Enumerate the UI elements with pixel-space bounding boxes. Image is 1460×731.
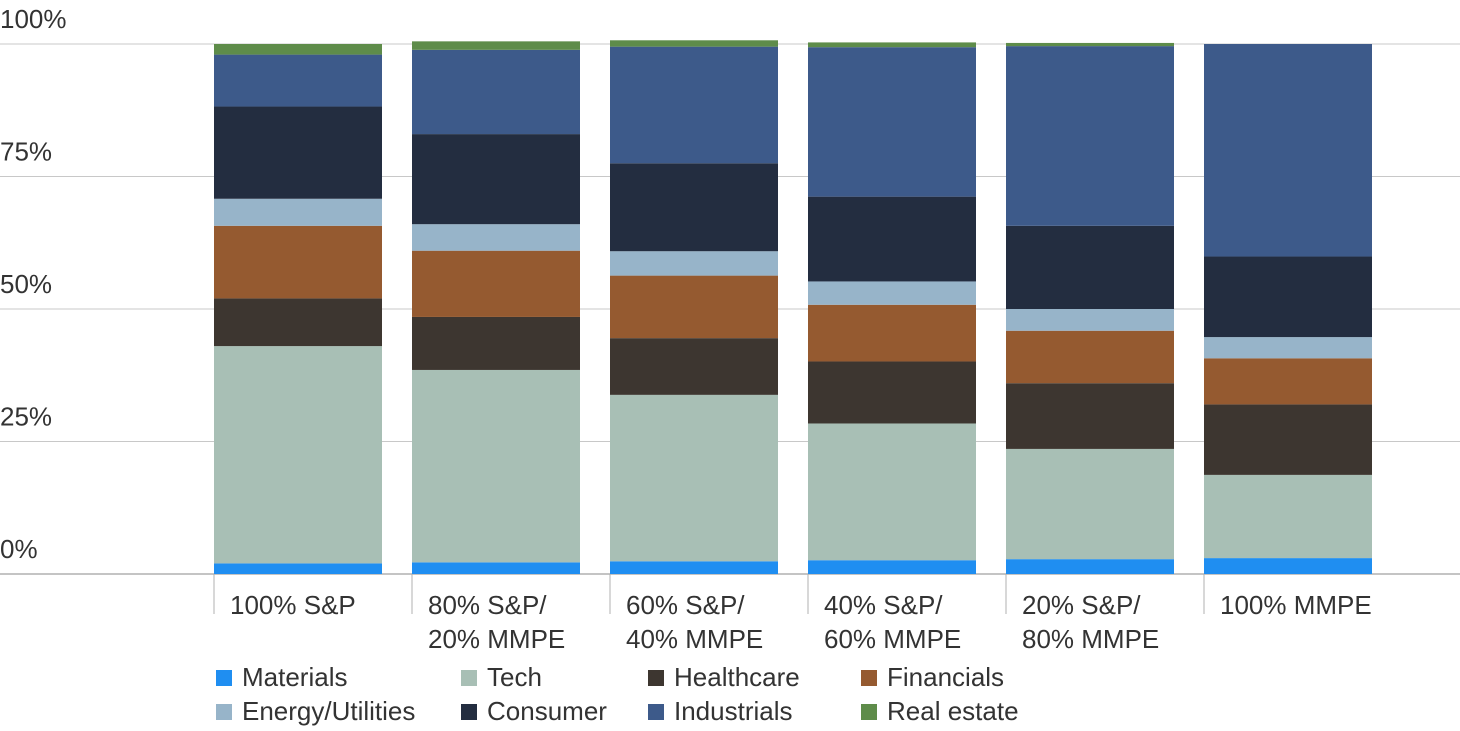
legend-swatch [648,703,664,720]
bar-segment-materials [808,560,976,574]
x-tick-label: 80% S&P/ [428,590,547,620]
legend-swatch [461,669,477,686]
legend-label: Energy/Utilities [242,696,416,726]
bar-segment-industrials [412,49,580,135]
bar-segment-healthcare [214,298,382,347]
bar-segment-energy-utilities [1006,309,1174,331]
bar-segment-financials [214,225,382,299]
y-tick-label: 0% [0,534,38,564]
legend-swatch [461,703,477,720]
x-tick-label: 20% MMPE [428,624,565,654]
y-tick-label: 75% [0,137,52,167]
legend-label: Real estate [887,696,1019,726]
bar-segment-energy-utilities [412,224,580,251]
y-tick-label: 50% [0,269,52,299]
legend-item: Financials [861,662,1004,693]
x-axis-ticks: 100% S&P 80% S&P/20% MMPE 60% S&P/40% MMPE… [213,574,1372,654]
bar-segment-real-estate [1006,42,1174,47]
bar-segment-industrials [1204,44,1372,257]
bar-segment-materials [1006,559,1174,574]
x-tick-label: 80% MMPE [1022,624,1159,654]
bar-segment-healthcare [610,338,778,395]
legend-item: Energy/Utilities [216,696,415,727]
bar-segment-industrials [610,46,778,164]
bar-segment-consumer [412,134,580,225]
bar-segment-financials [1204,358,1372,405]
legend-swatch [216,703,232,720]
bar-segment-energy-utilities [808,281,976,305]
bar-segment-consumer [1204,256,1372,338]
bar-segment-real-estate [412,41,580,50]
x-tick-label: 100% S&P [230,590,356,620]
bar-segment-industrials [808,47,976,197]
legend-swatch [216,669,232,686]
bar-segment-tech [1204,474,1372,559]
bar-segment-real-estate [808,42,976,48]
bar-segment-materials [214,563,382,574]
bar-segment-healthcare [1204,404,1372,475]
legend-swatch [861,669,877,686]
bar-segment-financials [610,275,778,339]
legend-label: Consumer [487,696,607,726]
y-axis-ticks: 0% 25% 50% 75% 100% [0,4,67,564]
bar-segment-real-estate [610,40,778,47]
legend-item: Healthcare [648,662,800,693]
legend-item: Consumer [461,696,607,727]
bar-segment-energy-utilities [1204,337,1372,359]
bar-segment-tech [1006,448,1174,560]
bar-segment-materials [1204,558,1372,574]
bar-segment-healthcare [808,361,976,424]
bar-segment-financials [808,304,976,362]
bar-segment-materials [610,561,778,574]
bar-segment-consumer [214,106,382,199]
bar-segment-financials [412,250,580,317]
bar-segment-materials [412,562,580,574]
legend-swatch [861,703,877,720]
bar-segment-financials [1006,330,1174,384]
y-tick-label: 25% [0,402,52,432]
legend-label: Healthcare [674,662,800,692]
legend-item: Real estate [861,696,1019,727]
legend-label: Tech [487,662,542,692]
legend-item: Tech [461,662,542,693]
bar-segment-energy-utilities [214,198,382,226]
bar-segment-industrials [1006,46,1174,226]
x-tick-label: 100% MMPE [1220,590,1372,620]
bar-segment-consumer [1006,225,1174,309]
bar-segment-consumer [808,196,976,282]
bar-segment-consumer [610,163,778,252]
x-tick-label: 60% S&P/ [626,590,745,620]
bars [214,40,1372,574]
bar-segment-industrials [214,54,382,107]
bar-segment-tech [610,394,778,562]
bar-segment-tech [808,423,976,561]
legend-item: Materials [216,662,347,693]
x-tick-label: 40% MMPE [626,624,763,654]
legend-swatch [648,669,664,686]
legend-label: Financials [887,662,1005,692]
bar-segment-tech [214,346,382,564]
legend-label: Industrials [674,696,793,726]
bar-segment-real-estate [214,44,382,55]
bar-segment-tech [412,369,580,563]
legend-label: Materials [242,662,348,692]
x-tick-label: 40% S&P/ [824,590,943,620]
y-tick-label: 100% [0,4,67,34]
bar-segment-healthcare [1006,383,1174,449]
bar-segment-healthcare [412,316,580,370]
bar-segment-energy-utilities [610,251,778,276]
x-tick-label: 60% MMPE [824,624,961,654]
legend-item: Industrials [648,696,793,727]
x-tick-label: 20% S&P/ [1022,590,1141,620]
